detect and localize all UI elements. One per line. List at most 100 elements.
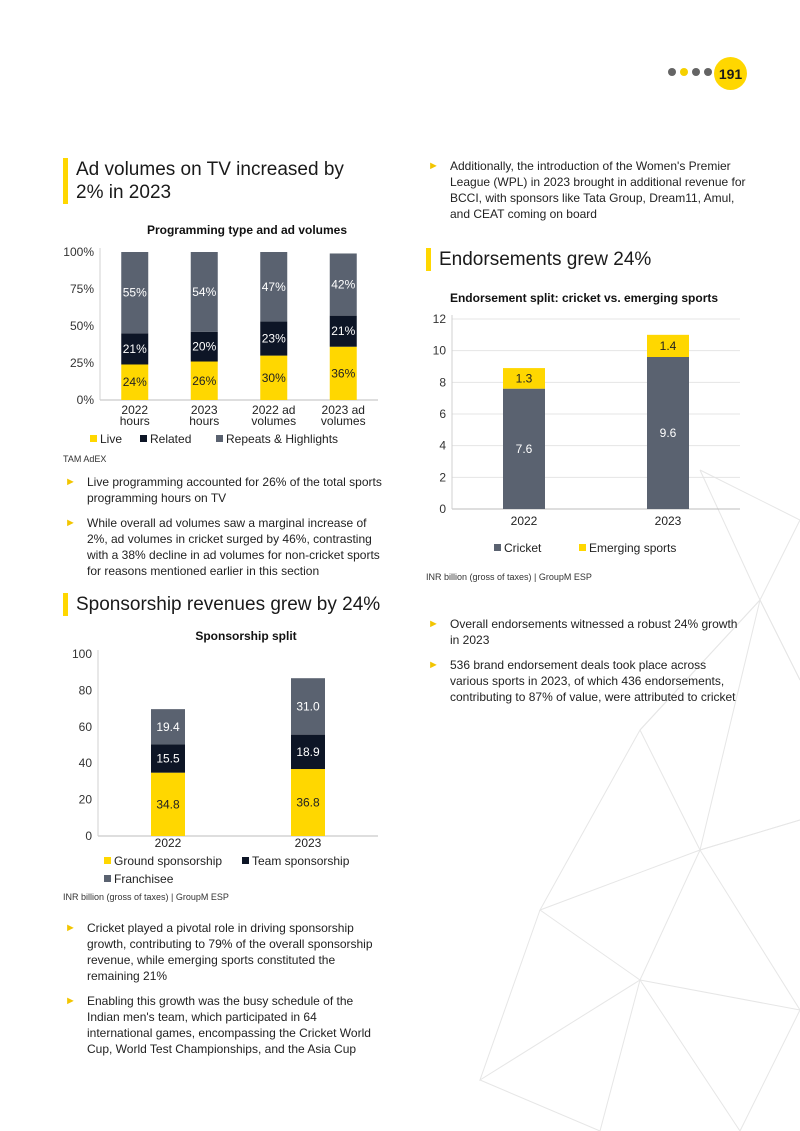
bar-segment	[329, 346, 357, 400]
data-label: 31.0	[296, 699, 320, 713]
arrow-bullet-icon: ►	[428, 659, 439, 671]
bullets-endorsements: ► Overall endorsements witnessed a robust…	[426, 616, 746, 714]
bullets-wpl: ► Additionally, the introduction of the W…	[426, 158, 746, 231]
y-tick-label: 10	[433, 344, 447, 358]
indicator-dot	[668, 68, 676, 76]
heading-endorsements: Endorsements grew 24%	[426, 248, 739, 271]
y-tick-label: 8	[439, 375, 446, 389]
data-label: 36.8	[296, 796, 320, 810]
source-groupm-sponsorship: INR billion (gross of taxes) | GroupM ES…	[63, 892, 229, 902]
arrow-bullet-icon: ►	[65, 517, 76, 529]
category-label: 2022	[121, 403, 148, 417]
y-tick-label: 100	[72, 647, 92, 661]
y-tick-label: 50%	[70, 319, 94, 333]
bar-segment	[121, 364, 149, 400]
bullet-text: While overall ad volumes saw a marginal …	[87, 516, 380, 578]
data-label: 9.6	[660, 426, 677, 440]
arrow-bullet-icon: ►	[65, 922, 76, 934]
source-tam-adex: TAM AdEX	[63, 454, 107, 464]
data-label: 30%	[262, 371, 286, 385]
bar-segment	[151, 772, 185, 836]
y-tick-label: 4	[439, 439, 446, 453]
category-label: hours	[189, 414, 219, 428]
chart-title: Programming type and ad volumes	[147, 223, 347, 237]
data-label: 20%	[192, 340, 216, 354]
legend-swatch	[242, 857, 249, 864]
category-label: 2022 ad	[252, 403, 295, 417]
y-tick-label: 6	[439, 407, 446, 421]
bar-segment	[329, 315, 357, 347]
indicator-dot	[692, 68, 700, 76]
bullet-item: ► While overall ad volumes saw a marginal…	[63, 515, 383, 579]
legend-swatch	[104, 857, 111, 864]
chart-sponsorship-split: Sponsorship split 100 80 60 40 20 0 34.8 15.5 19.…	[72, 629, 378, 886]
y-tick-label: 80	[79, 683, 93, 697]
data-label: 42%	[331, 278, 355, 292]
y-tick-label: 2	[439, 470, 446, 484]
data-label: 54%	[192, 285, 216, 299]
page-indicator-dots	[668, 68, 712, 76]
data-label: 1.4	[660, 339, 677, 353]
bar-segment	[260, 321, 288, 356]
y-tick-label: 100%	[63, 245, 94, 259]
category-label: hours	[120, 414, 150, 428]
bar-segment	[121, 252, 149, 334]
legend-swatch	[104, 875, 111, 882]
legend-label: Repeats & Highlights	[226, 432, 338, 446]
data-label: 23%	[262, 332, 286, 346]
data-label: 26%	[192, 374, 216, 388]
arrow-bullet-icon: ►	[65, 995, 76, 1007]
bullet-item: ► 536 brand endorsement deals took place …	[426, 657, 746, 705]
data-label: 18.9	[296, 745, 320, 759]
heading-sponsorship: Sponsorship revenues grew by 24%	[63, 593, 406, 616]
arrow-bullet-icon: ►	[428, 160, 439, 172]
data-label: 34.8	[156, 797, 180, 811]
legend-swatch	[140, 435, 147, 442]
bar-segment	[260, 355, 288, 400]
bullet-item: ► Enabling this growth was the busy sched…	[63, 993, 383, 1057]
data-label: 55%	[123, 286, 147, 300]
chart-programming-ad-volumes: Programming type and ad volumes 100% 75% 50…	[63, 223, 378, 446]
legend-swatch	[90, 435, 97, 442]
bullet-text: Enabling this growth was the busy schedu…	[87, 994, 371, 1056]
chart-title: Endorsement split: cricket vs. emerging …	[450, 291, 718, 305]
y-tick-label: 20	[79, 793, 93, 807]
category-label: 2023 ad	[322, 403, 365, 417]
bar-segment	[260, 252, 288, 322]
bullet-text: Live programming accounted for 26% of th…	[87, 475, 382, 505]
arrow-bullet-icon: ►	[65, 476, 76, 488]
category-label: 2022	[511, 514, 538, 528]
bar-segment	[121, 333, 149, 365]
category-label: volumes	[321, 414, 366, 428]
indicator-dot	[704, 68, 712, 76]
data-label: 7.6	[516, 442, 533, 456]
bar-segment	[647, 357, 689, 509]
bullets-tv: ► Live programming accounted for 26% of t…	[63, 474, 383, 588]
category-label: 2023	[295, 836, 322, 850]
y-tick-label: 40	[79, 756, 93, 770]
bar-segment	[291, 769, 325, 836]
y-tick-label: 25%	[70, 356, 94, 370]
bar-segment	[151, 709, 185, 745]
bar-segment	[151, 744, 185, 773]
source-groupm-endorsement: INR billion (gross of taxes) | GroupM ES…	[426, 572, 592, 582]
legend-label: Emerging sports	[589, 541, 676, 555]
bar-segment	[190, 331, 218, 362]
category-label: volumes	[251, 414, 296, 428]
heading-tv-ad-volumes: Ad volumes on TV increased by 2% in 2023	[63, 158, 376, 204]
category-label: 2023	[655, 514, 682, 528]
page-number: 191	[714, 57, 747, 90]
bar-segment	[291, 678, 325, 735]
legend-swatch	[216, 435, 223, 442]
data-label: 1.3	[516, 371, 533, 385]
bullet-item: ► Overall endorsements witnessed a robust…	[426, 616, 746, 648]
legend-label: Ground sponsorship	[114, 854, 222, 868]
bullet-text: Cricket played a pivotal role in driving…	[87, 921, 373, 983]
bullet-item: ► Additionally, the introduction of the W…	[426, 158, 746, 222]
bar-segment	[329, 253, 357, 316]
data-label: 19.4	[156, 720, 180, 734]
data-label: 24%	[123, 375, 147, 389]
y-tick-label: 0	[85, 829, 92, 843]
legend-label: Cricket	[504, 541, 542, 555]
